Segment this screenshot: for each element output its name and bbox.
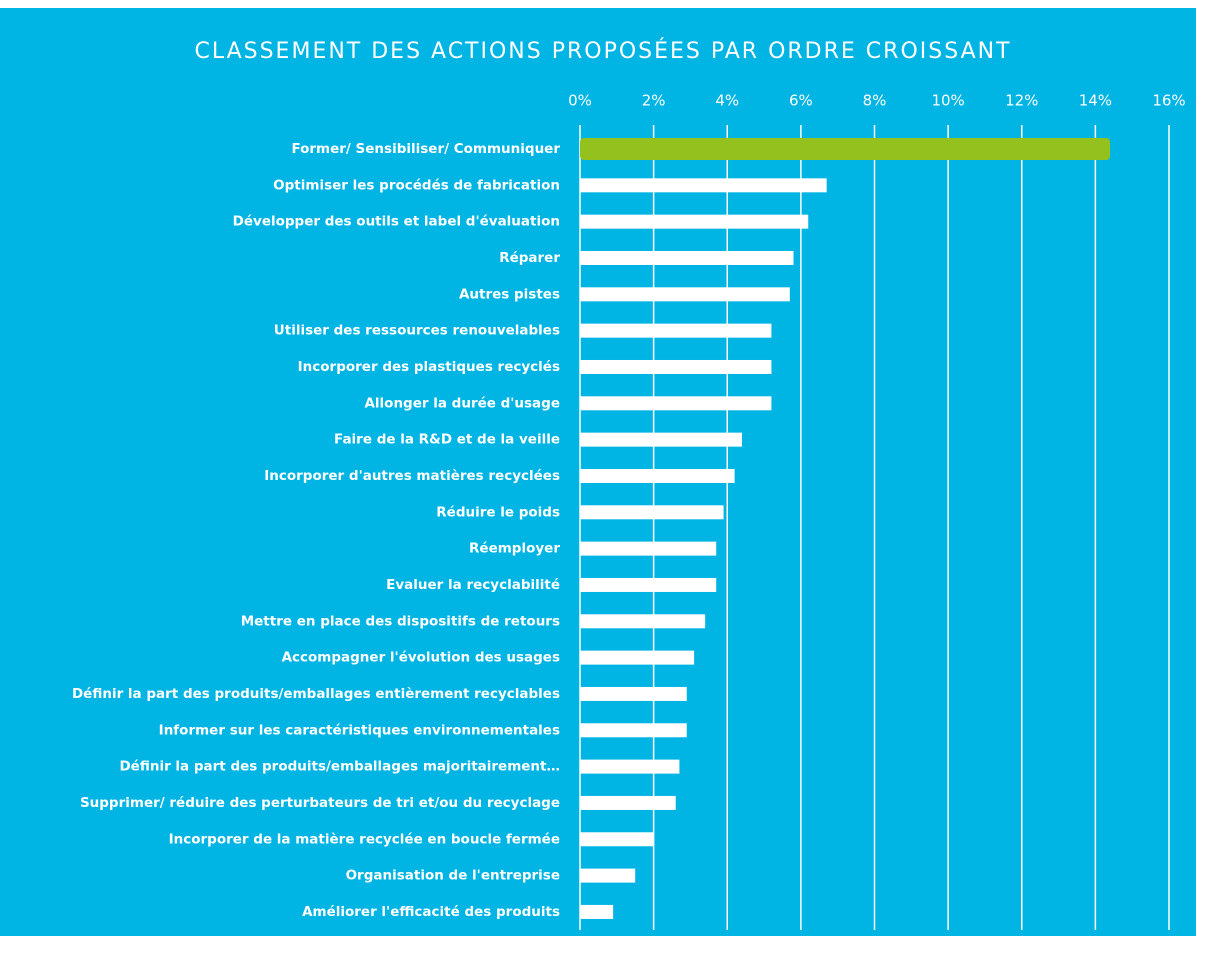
category-label: Développer des outils et label d'évaluat… <box>233 214 560 230</box>
category-label: Améliorer l'efficacité des produits <box>302 904 560 920</box>
x-tick-label: 4% <box>715 92 739 110</box>
bar <box>580 614 706 629</box>
bar <box>580 723 687 738</box>
bar <box>580 138 1111 160</box>
category-label: Définir la part des produits/emballages … <box>119 759 560 775</box>
bar <box>580 759 680 774</box>
category-label: Mettre en place des dispositifs de retou… <box>241 613 560 629</box>
category-label: Incorporer des plastiques recyclés <box>298 359 560 375</box>
category-label: Faire de la R&D et de la veille <box>334 432 560 448</box>
category-label: Former/ Sensibiliser/ Communiquer <box>291 141 560 157</box>
bar <box>580 541 717 556</box>
bar <box>580 359 772 374</box>
x-tick-label: 16% <box>1152 92 1185 110</box>
bar <box>580 396 772 411</box>
bar <box>580 577 717 592</box>
bar <box>580 214 809 229</box>
x-tick-label: 10% <box>931 92 964 110</box>
category-label: Utiliser des ressources renouvelables <box>274 323 560 339</box>
x-tick-label: 0% <box>568 92 592 110</box>
chart-title: CLASSEMENT DES ACTIONS PROPOSÉES PAR ORD… <box>194 38 1011 64</box>
category-label: Supprimer/ réduire des perturbateurs de … <box>80 795 560 811</box>
category-label: Réemployer <box>469 541 560 557</box>
bar <box>580 904 614 919</box>
category-label: Définir la part des produits/emballages … <box>72 686 560 702</box>
category-label: Organisation de l'entreprise <box>346 868 560 884</box>
category-label: Optimiser les procédés de fabrication <box>273 177 560 193</box>
bar <box>580 868 636 883</box>
x-tick-label: 14% <box>1079 92 1112 110</box>
bar <box>580 287 790 302</box>
bar <box>580 323 772 338</box>
category-label: Accompagner l'évolution des usages <box>282 650 560 666</box>
bar <box>580 250 794 265</box>
bar <box>580 795 676 810</box>
x-tick-label: 6% <box>789 92 813 110</box>
category-label: Autres pistes <box>459 286 560 302</box>
bar <box>580 178 827 193</box>
x-tick-label: 2% <box>642 92 666 110</box>
category-label: Réduire le poids <box>436 504 560 520</box>
category-label: Incorporer d'autres matières recyclées <box>264 468 560 484</box>
category-label: Allonger la durée d'usage <box>364 395 560 411</box>
category-label: Evaluer la recyclabilité <box>386 577 560 593</box>
x-tick-label: 8% <box>863 92 887 110</box>
bar <box>580 832 654 847</box>
bar <box>580 505 724 520</box>
category-label: Incorporer de la matière recyclée en bou… <box>169 831 560 847</box>
category-label: Informer sur les caractéristiques enviro… <box>159 722 560 738</box>
bar <box>580 432 742 447</box>
category-label: Réparer <box>499 250 560 266</box>
bar <box>580 686 687 701</box>
bar <box>580 468 735 483</box>
bar <box>580 650 695 665</box>
x-tick-label: 12% <box>1005 92 1038 110</box>
